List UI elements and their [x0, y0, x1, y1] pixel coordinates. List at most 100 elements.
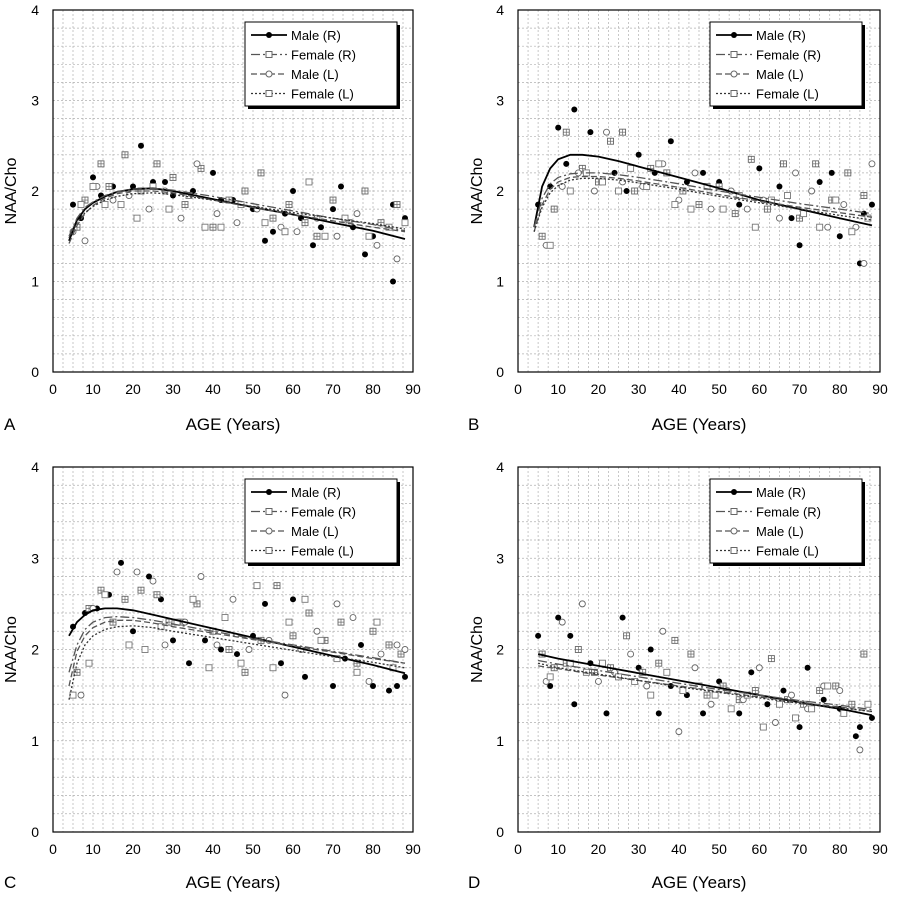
x-tick-label: 50 [245, 841, 261, 857]
x-axis-title: AGE (Years) [652, 873, 747, 892]
point-female-l [848, 228, 856, 236]
point-female-l [85, 659, 93, 667]
point-male-l [743, 205, 751, 213]
point-male-l [401, 646, 409, 653]
point-male-r [278, 660, 284, 667]
point-female-l [149, 183, 157, 190]
y-tick-label: 4 [31, 2, 39, 18]
point-male-r [362, 251, 368, 258]
grid [517, 466, 881, 833]
x-tick-label: 80 [832, 381, 848, 397]
series-curve-1 [533, 153, 873, 228]
point-female-l [792, 714, 799, 722]
series-points [69, 582, 397, 699]
point-male-r [647, 646, 654, 653]
x-tick-label: 60 [752, 841, 768, 857]
point-female-l [824, 682, 832, 690]
point-male-r [330, 683, 336, 689]
point-female-l [759, 723, 767, 731]
point-male-l [377, 650, 385, 658]
x-tick-label: 70 [792, 841, 808, 857]
point-male-l [353, 210, 361, 218]
point-male-r [90, 174, 96, 181]
point-female-r [860, 192, 868, 199]
x-tick-label: 80 [365, 381, 381, 397]
point-male-l [627, 650, 635, 658]
point-female-r [731, 210, 739, 218]
point-male-r [828, 169, 835, 176]
point-female-r [844, 169, 852, 177]
point-male-r [310, 242, 316, 249]
x-tick-label: 20 [125, 381, 141, 397]
legend-marker [265, 547, 273, 554]
point-female-r [313, 232, 321, 240]
point-female-r [109, 618, 117, 626]
point-male-l [824, 223, 832, 231]
point-male-r [402, 673, 408, 680]
x-axis-title: AGE (Years) [652, 415, 747, 434]
y-tick-label: 2 [31, 183, 39, 199]
point-female-l [727, 705, 735, 713]
point-male-l [177, 214, 185, 222]
x-tick-label: 70 [325, 381, 341, 397]
x-tick-label: 20 [125, 841, 141, 857]
point-female-r [209, 223, 217, 231]
point-female-l [800, 210, 808, 218]
point-male-r [70, 201, 76, 208]
point-female-l [679, 687, 687, 695]
point-female-r [257, 169, 265, 177]
panel-label: C [4, 873, 16, 892]
series-points [542, 600, 864, 754]
point-male-l [675, 728, 683, 736]
point-male-r [338, 183, 344, 190]
point-male-r [587, 129, 594, 136]
point-female-r [619, 128, 627, 136]
series-curve-3 [538, 665, 873, 713]
point-female-r [747, 155, 755, 163]
point-male-r [567, 632, 574, 639]
point-female-l [808, 705, 816, 713]
point-female-l [341, 214, 349, 222]
legend-label: Male (L) [291, 67, 339, 82]
legend-marker [730, 90, 738, 97]
point-male-r [868, 201, 875, 208]
point-female-l [141, 646, 149, 653]
point-female-r [181, 201, 189, 209]
point-male-l [792, 169, 799, 177]
point-female-r [193, 600, 201, 608]
point-female-l [353, 668, 361, 676]
point-female-r [305, 609, 313, 617]
y-tick-label: 1 [496, 733, 504, 749]
x-tick-label: 80 [365, 841, 381, 857]
point-male-l [373, 241, 381, 249]
point-male-l [860, 259, 868, 267]
point-male-l [775, 214, 783, 222]
point-female-l [671, 201, 679, 209]
point-male-l [233, 219, 241, 227]
point-male-r [234, 651, 240, 658]
x-tick-label: 50 [711, 381, 727, 397]
series-points [546, 160, 872, 249]
panel-c: 0 10 20 30 40 50 60 70 80 90 0 1 2 3 4 AGE (Years) NAA/C… [3, 459, 421, 892]
point-female-r [153, 591, 161, 599]
point-female-l [631, 677, 639, 685]
y-tick-label: 0 [31, 824, 39, 840]
point-male-r [635, 151, 642, 158]
point-male-r [748, 669, 755, 676]
point-female-l [566, 187, 574, 195]
point-female-r [153, 160, 161, 168]
point-female-r [137, 586, 145, 594]
x-tick-label: 10 [550, 841, 566, 857]
point-female-l [125, 641, 133, 649]
point-male-l [197, 573, 205, 580]
point-female-r [301, 219, 309, 227]
panel-a: 0 10 20 30 40 50 60 70 80 90 0 1 2 3 4 AGE (Years) NAA/C… [3, 2, 421, 434]
point-male-r [796, 724, 803, 731]
point-male-r [756, 165, 763, 172]
series-curve-2 [537, 659, 873, 711]
legend-label: Male (R) [756, 485, 806, 500]
point-female-r [623, 632, 631, 640]
point-female-l [864, 214, 872, 222]
point-male-r [836, 233, 843, 240]
